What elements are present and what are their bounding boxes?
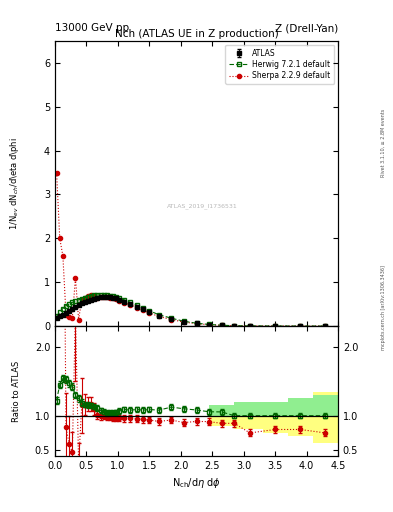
Bar — [209, 409, 234, 426]
Bar — [209, 406, 234, 416]
Text: 13000 GeV pp: 13000 GeV pp — [55, 23, 129, 33]
Title: Nch (ATLAS UE in Z production): Nch (ATLAS UE in Z production) — [115, 29, 278, 39]
Bar — [234, 402, 263, 416]
X-axis label: N$_{\rm ch}$/d$\eta$ d$\phi$: N$_{\rm ch}$/d$\eta$ d$\phi$ — [172, 476, 221, 490]
Bar — [234, 406, 263, 430]
Bar — [313, 395, 338, 416]
Text: Rivet 3.1.10, ≥ 2.8M events: Rivet 3.1.10, ≥ 2.8M events — [381, 109, 386, 178]
Y-axis label: 1/N$_{ev}$ dN$_{ch}$/d\eta d\phi: 1/N$_{ev}$ dN$_{ch}$/d\eta d\phi — [8, 137, 21, 230]
Bar — [263, 402, 288, 416]
Text: mcplots.cern.ch [arXiv:1306.3436]: mcplots.cern.ch [arXiv:1306.3436] — [381, 265, 386, 350]
Bar — [288, 398, 313, 416]
Bar — [288, 398, 313, 436]
Y-axis label: Ratio to ATLAS: Ratio to ATLAS — [12, 360, 21, 421]
Bar — [313, 392, 338, 443]
Text: Z (Drell-Yan): Z (Drell-Yan) — [275, 23, 338, 33]
Bar — [263, 402, 288, 433]
Text: ATLAS_2019_I1736531: ATLAS_2019_I1736531 — [167, 203, 237, 209]
Legend: ATLAS, Herwig 7.2.1 default, Sherpa 2.2.9 default: ATLAS, Herwig 7.2.1 default, Sherpa 2.2.… — [225, 45, 334, 84]
